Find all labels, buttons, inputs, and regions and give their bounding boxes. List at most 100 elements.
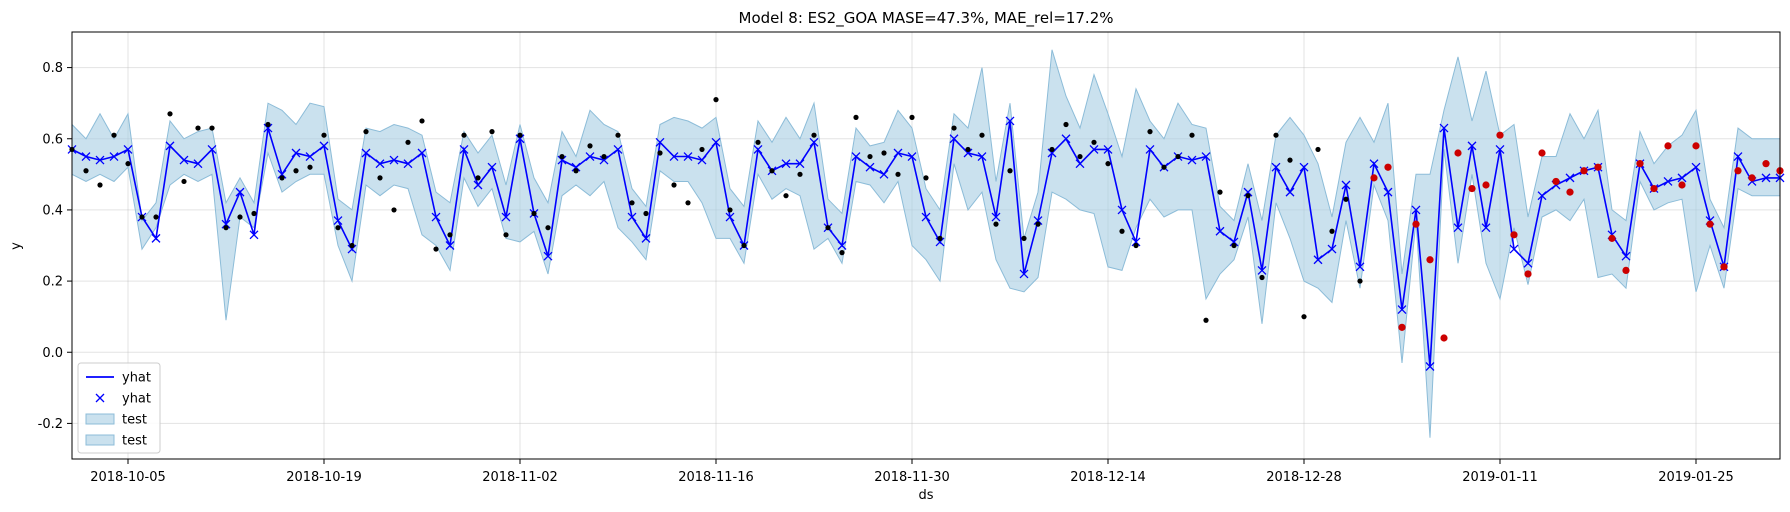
actual-point [713, 97, 719, 103]
actual-point [1133, 242, 1139, 249]
actual-point [643, 210, 649, 217]
yhat-marker [179, 155, 189, 165]
actual-point [587, 143, 593, 149]
actual-point [391, 207, 397, 213]
test-point [1762, 160, 1770, 168]
actual-point [951, 125, 957, 131]
actual-point [1343, 196, 1349, 202]
actual-point [629, 200, 635, 206]
test-point [1426, 256, 1434, 264]
yhat-marker [235, 187, 245, 197]
yhat-marker [375, 159, 385, 169]
test-point [1384, 163, 1392, 171]
actual-point [839, 250, 845, 256]
yhat-marker [879, 169, 889, 179]
yhat-marker [949, 134, 959, 144]
yhat-marker [1691, 162, 1701, 172]
x-tick-label: 2018-12-28 [1266, 470, 1342, 485]
actual-point [1357, 278, 1363, 284]
yhat-marker [207, 144, 217, 154]
actual-point [1259, 274, 1265, 281]
legend: yhat yhat test test [77, 362, 161, 454]
yhat-marker [865, 162, 875, 172]
test-point [1678, 181, 1686, 189]
yhat-marker [1089, 144, 1099, 154]
yhat-marker [1201, 152, 1211, 162]
yhat-marker [711, 137, 721, 147]
actual-point [1007, 168, 1013, 174]
yhat-marker [123, 144, 133, 154]
actual-point [363, 129, 369, 135]
yhat-marker [1495, 144, 1505, 154]
test-point [1552, 177, 1560, 186]
yhat-marker [809, 137, 819, 147]
yhat-marker [1663, 176, 1673, 186]
yhat-marker [81, 152, 91, 162]
actual-point [937, 235, 943, 241]
actual-point [853, 114, 859, 120]
plot-frame [71, 31, 1781, 460]
yhat-marker [1509, 244, 1519, 254]
actual-point [741, 242, 747, 249]
yhat-marker [627, 212, 637, 222]
actual-point [279, 175, 285, 181]
yhat-marker [1005, 116, 1015, 126]
legend-box [77, 362, 161, 454]
yhat-marker [1369, 159, 1379, 169]
yhat-marker [543, 251, 553, 261]
legend-marker-swatch [95, 393, 105, 403]
yhat-series [67, 116, 1785, 371]
legend-band-swatch [85, 434, 115, 446]
actual-point [1147, 129, 1153, 135]
test-point [1594, 163, 1602, 171]
actual-point [293, 168, 299, 174]
yhat-marker [1453, 223, 1463, 233]
actual-point [377, 175, 383, 181]
actual-point [1077, 153, 1083, 160]
yhat-marker [1481, 223, 1491, 233]
yhat-marker [753, 144, 763, 154]
actual-point [237, 214, 243, 220]
actual-point [559, 153, 565, 160]
yhat-marker [1061, 134, 1071, 144]
test-point [1650, 184, 1658, 193]
yhat-marker [165, 141, 175, 151]
actual-point [1119, 228, 1125, 234]
actual-point [657, 150, 663, 156]
actual-point [573, 168, 579, 174]
actual-point [139, 214, 145, 220]
yhat-marker [361, 148, 371, 158]
yhat-marker [697, 155, 707, 165]
yhat-marker [333, 216, 343, 226]
test-point [1706, 220, 1714, 228]
actual-point [419, 118, 425, 124]
actual-point [965, 146, 971, 153]
test-point [1566, 188, 1574, 196]
yhat-marker [669, 152, 679, 162]
actual-point [881, 150, 887, 156]
yhat-marker [1243, 187, 1253, 197]
yhat-marker [193, 159, 203, 169]
yhat-marker [1327, 244, 1337, 254]
actual-point [1189, 132, 1195, 138]
test-point [1524, 270, 1532, 278]
actual-point [783, 193, 789, 199]
yhat-marker [781, 159, 791, 169]
y-axis-ticks: -0.2 0.0 0.2 0.4 0.6 0.8 [38, 61, 72, 432]
actual-point [699, 146, 705, 153]
yhat-marker [515, 134, 525, 144]
yhat-marker [571, 162, 581, 172]
actual-point [433, 246, 439, 252]
actual-point [1105, 161, 1111, 167]
legend-label: yhat [122, 392, 151, 407]
actual-point [475, 175, 481, 181]
actual-point [321, 132, 327, 138]
actual-point [671, 182, 677, 188]
y-tick-label: 0.6 [42, 132, 63, 147]
actual-point [825, 225, 831, 231]
yhat-marker [1131, 237, 1141, 247]
yhat-marker [963, 148, 973, 158]
actual-point [797, 171, 803, 177]
test-point [1734, 167, 1742, 175]
yhat-marker [319, 141, 329, 151]
